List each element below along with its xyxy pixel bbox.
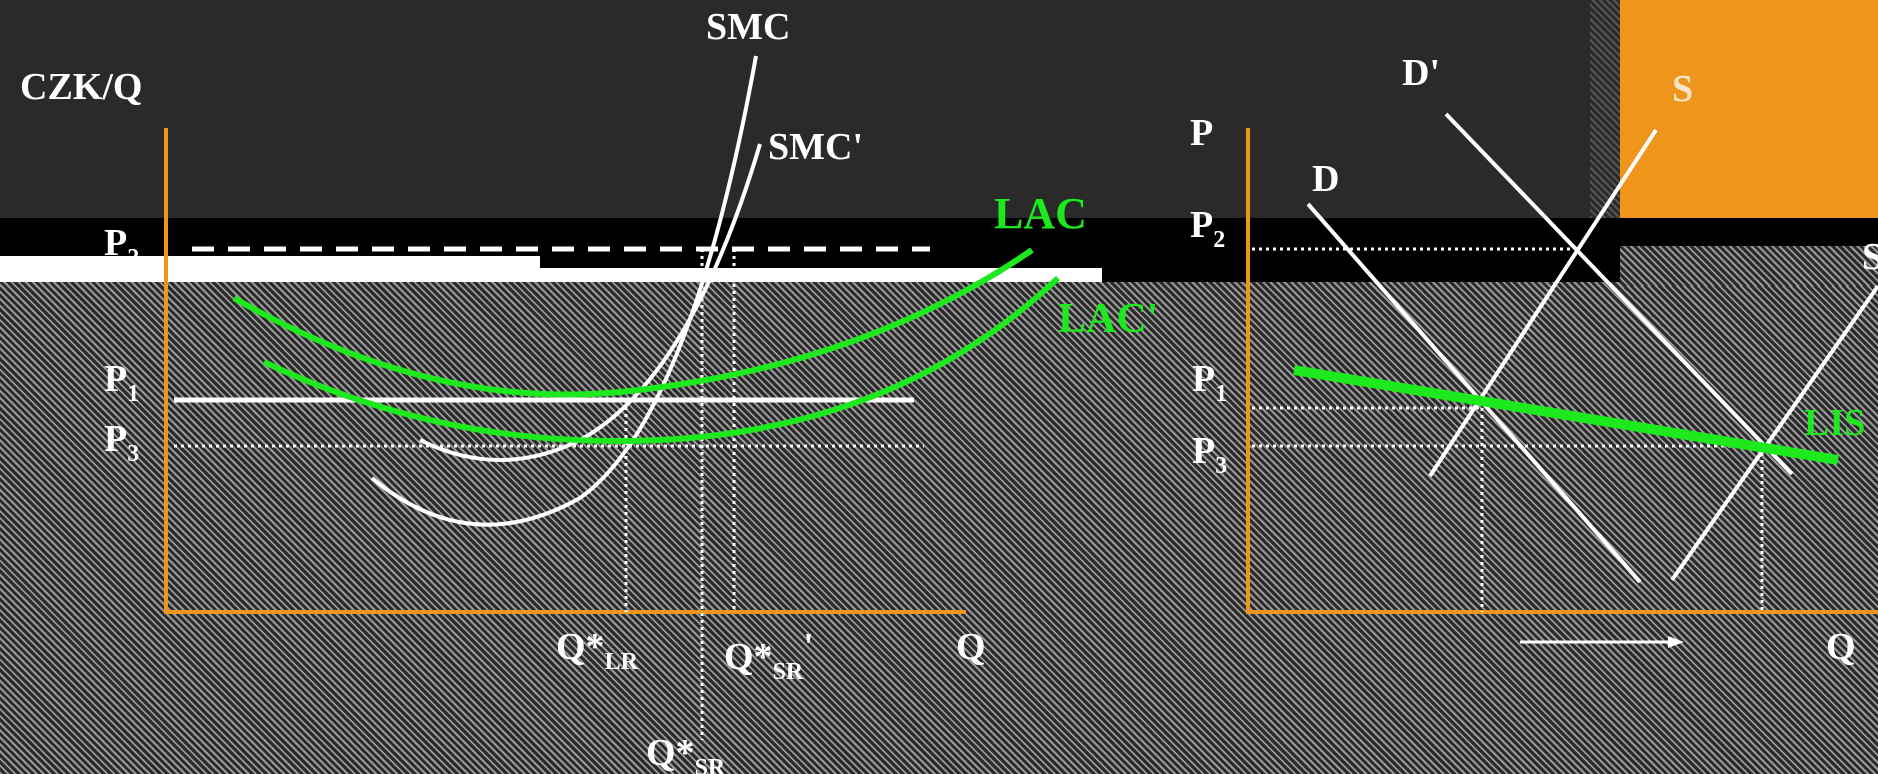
smc-label: SMC (706, 6, 791, 48)
q-sr-label: Q*SR (646, 732, 726, 774)
d-label: D (1312, 158, 1340, 200)
lac-curve (232, 247, 1034, 398)
lac-prime-curve (262, 275, 1061, 445)
smc-prime-curve (419, 143, 762, 462)
white-bar (0, 256, 540, 282)
lac-prime-label: LAC' (1058, 296, 1159, 342)
lis-curve (1293, 365, 1839, 465)
left-p2-label: P2 (104, 222, 140, 271)
right-p1-label: P1 (1192, 358, 1228, 407)
d-prime-label: D' (1402, 52, 1440, 94)
left-p3-label: P3 (104, 418, 140, 467)
right-y-axis-label: P (1190, 112, 1214, 154)
hatched-strip (1590, 0, 1620, 218)
d-prime-curve (1444, 112, 1794, 476)
left-y-axis-label: CZK/Q (20, 66, 143, 108)
left-axes (164, 128, 966, 614)
s-prime-curve (1670, 284, 1878, 582)
smc-curve (370, 55, 758, 527)
hatched-background-right (1620, 246, 1878, 286)
d-curve (1306, 202, 1642, 584)
left-p1-label: P1 (104, 358, 140, 407)
lac-label: LAC (994, 189, 1087, 238)
s-curve (1428, 128, 1658, 478)
white-bar (540, 268, 1102, 282)
left-x-axis-label: Q (956, 626, 986, 668)
q-sr-prime-label: Q*SR' (724, 626, 814, 685)
lis-label: LIS (1804, 402, 1866, 444)
right-axes (1246, 128, 1878, 614)
orange-corner-block (1620, 0, 1878, 218)
smc-prime-label: SMC' (768, 126, 863, 168)
s-prime-label: S (1862, 236, 1878, 278)
q-lr-label: Q*LR (556, 626, 638, 675)
s-label: S (1672, 68, 1694, 110)
right-p2-label: P2 (1190, 204, 1226, 253)
right-p3-label: P3 (1192, 430, 1228, 479)
right-x-axis-label: Q (1826, 626, 1856, 668)
shift-arrow-head (1668, 636, 1684, 648)
